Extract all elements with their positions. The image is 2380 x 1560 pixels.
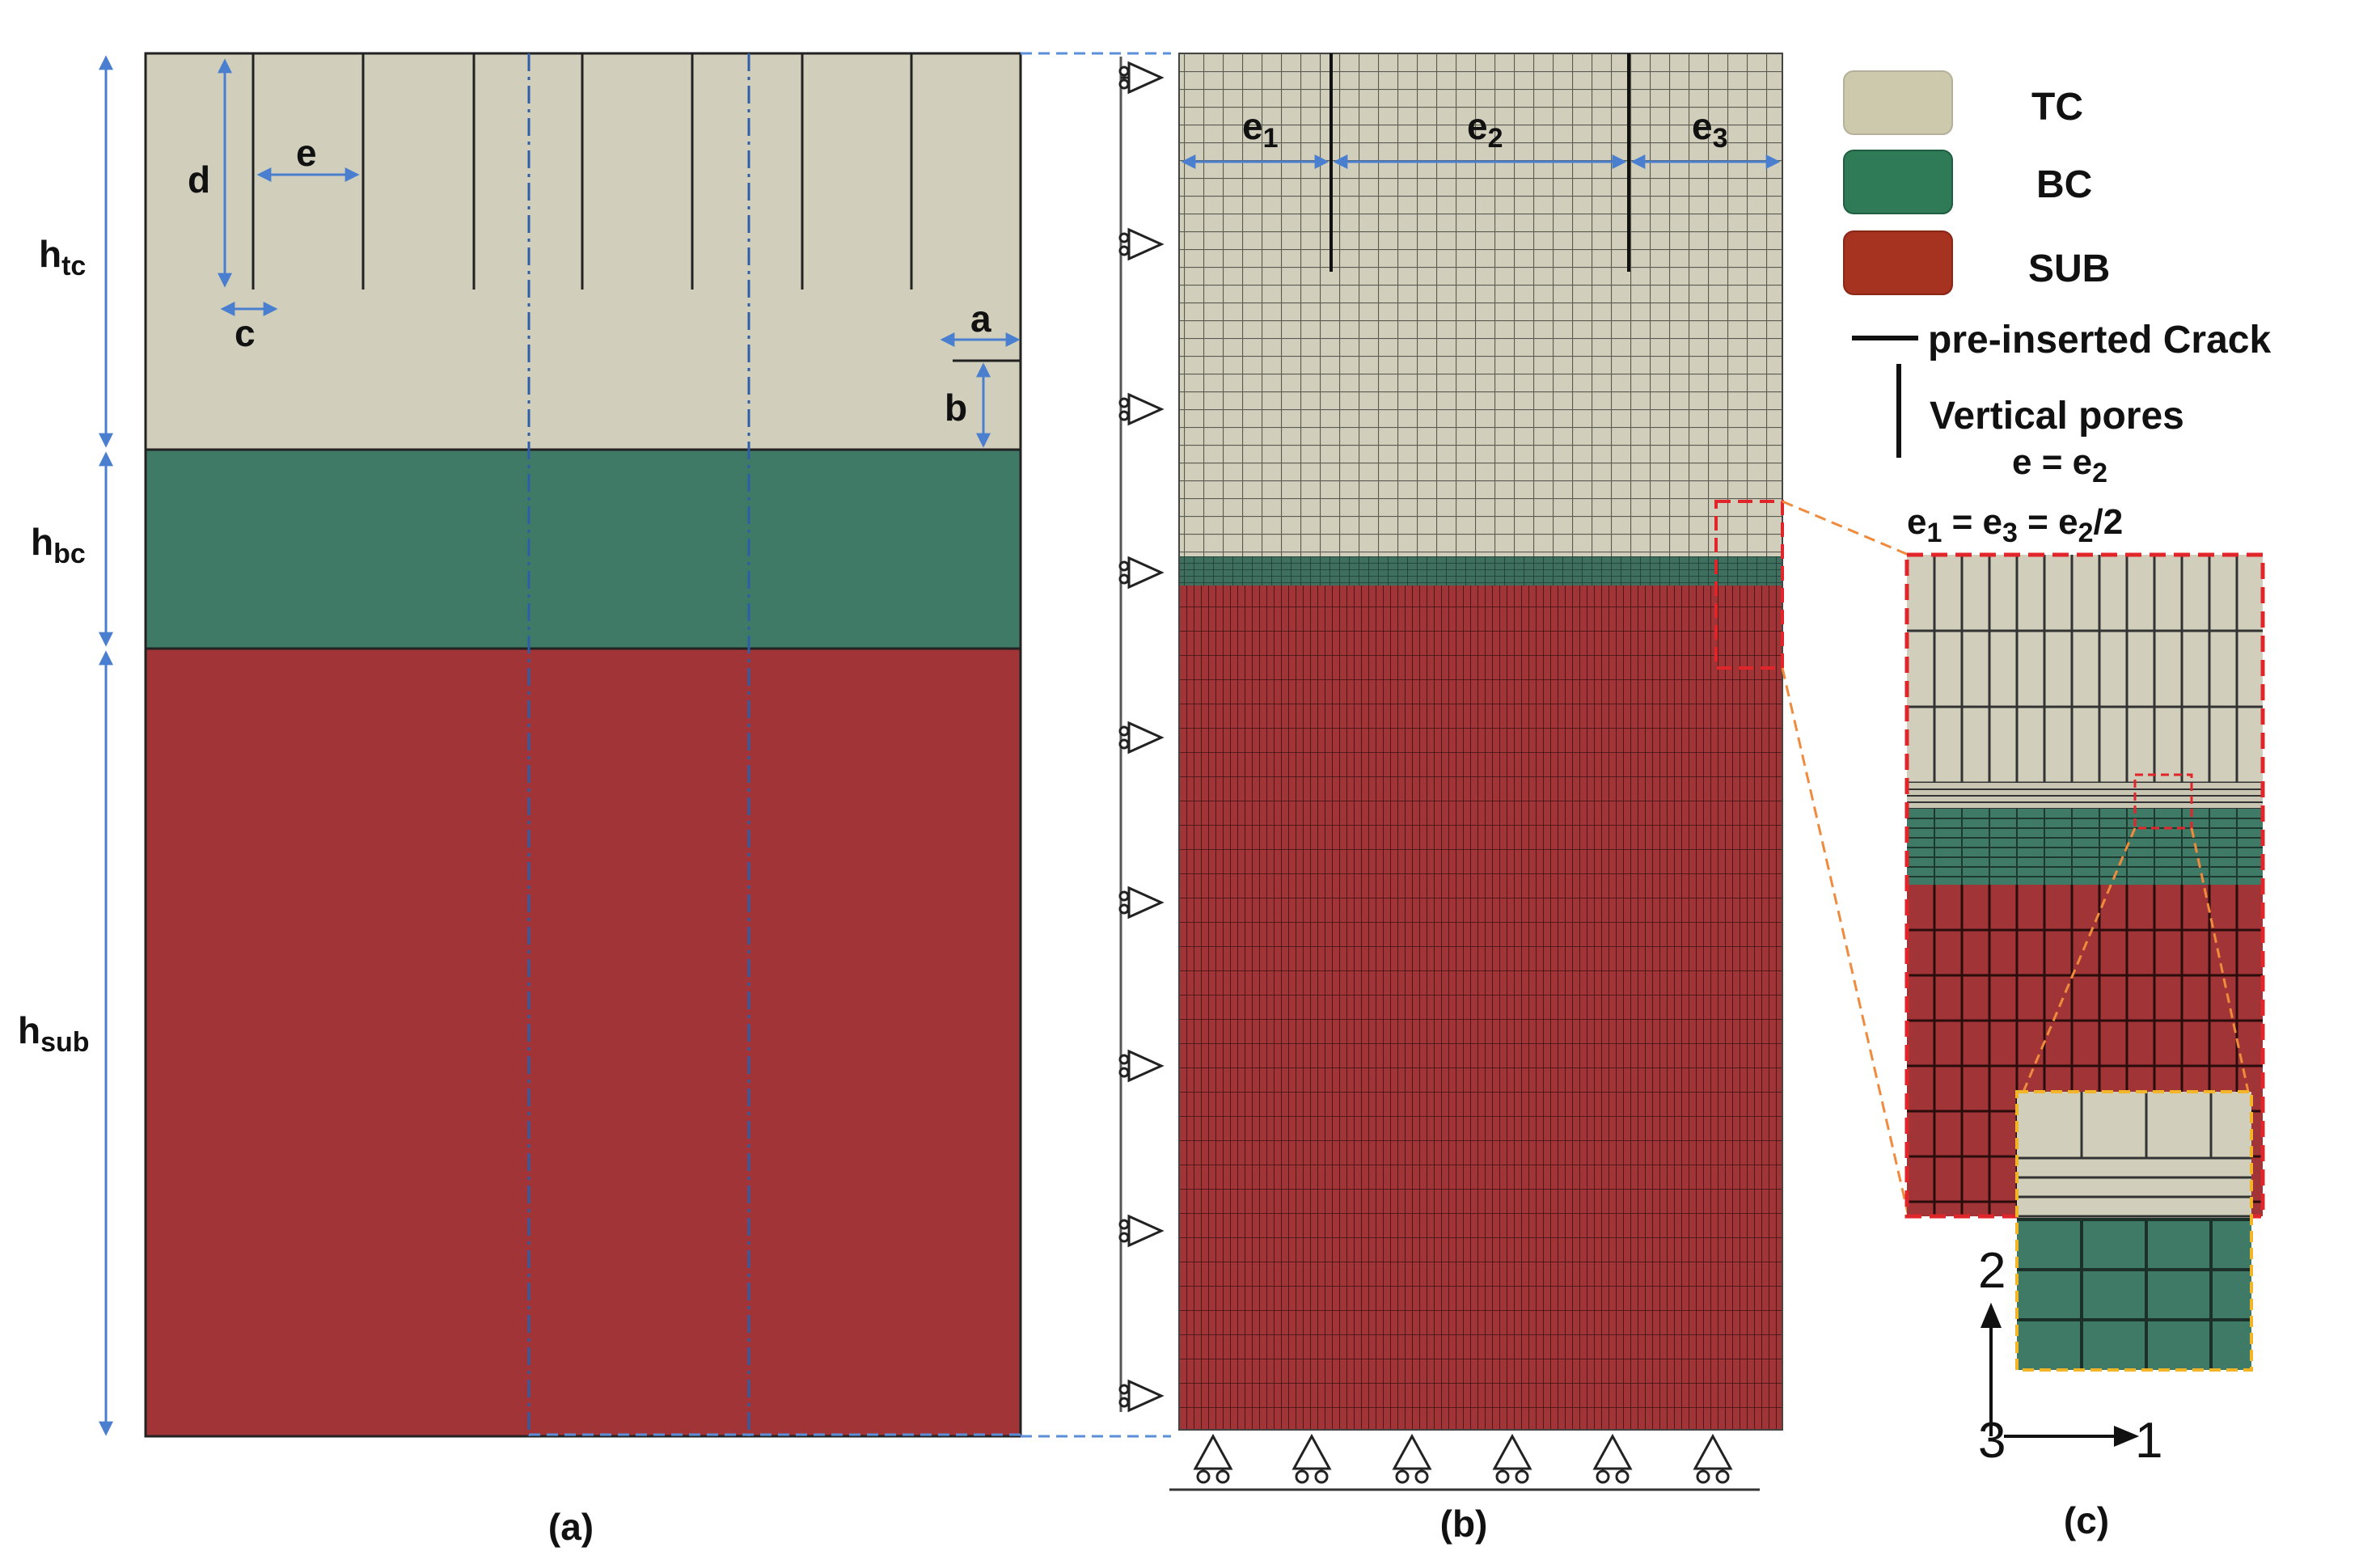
roller-support-icon xyxy=(1118,392,1165,426)
axis-2-label: 2 xyxy=(1978,1243,2006,1299)
a-label: a xyxy=(970,298,991,340)
unit-cell-lines xyxy=(527,53,750,1436)
roller-support-icon xyxy=(1693,1433,1733,1484)
roller-support-icon xyxy=(1193,1433,1233,1484)
bottom-roller-supports xyxy=(1193,1433,1733,1484)
legend-label-bc: BC xyxy=(2036,163,2092,206)
roller-support-icon xyxy=(1392,1433,1432,1484)
inner-zoom-lines xyxy=(2022,827,2250,1093)
mesh-tc xyxy=(1179,53,1782,556)
zoom-tc-cells xyxy=(1907,555,2263,784)
roller-support-icon xyxy=(1118,886,1165,920)
coordinate-axes xyxy=(1981,1302,2140,1447)
roller-support-icon xyxy=(1118,61,1165,95)
e1-label: e1 xyxy=(1242,105,1279,154)
inner-zoom-box xyxy=(2133,773,2193,830)
mesh-outline xyxy=(1178,53,1783,1431)
mesh-bc xyxy=(1179,556,1782,586)
roller-support-icon xyxy=(1118,721,1165,755)
e3-label: e3 xyxy=(1692,105,1728,154)
axis-1-label: 1 xyxy=(2135,1413,2162,1469)
panel-c: 2 3 1 (c) xyxy=(1904,552,2265,1541)
panel-a: htc hbc hsub d e c a b (a) xyxy=(18,52,1022,1548)
bc-layer xyxy=(144,448,1022,650)
roller-support-icon xyxy=(1118,1049,1165,1083)
h-tc-label: htc xyxy=(39,233,86,281)
symmetry-roller-supports xyxy=(1118,61,1165,1413)
e-label: e xyxy=(296,132,317,174)
roller-support-icon xyxy=(1118,556,1165,590)
roller-support-icon xyxy=(1492,1433,1532,1484)
zoom-box-b xyxy=(1714,500,1784,670)
d-label: d xyxy=(188,159,210,201)
substrate-layer xyxy=(144,647,1022,1438)
c-label: c xyxy=(235,312,256,354)
zoom-lines-a-b xyxy=(1021,52,1171,1438)
legend-equation-1: e = e2 xyxy=(2012,442,2107,488)
legend-swatch-sub xyxy=(1843,230,1953,295)
caption-c: (c) xyxy=(2064,1499,2109,1541)
legend-label-tc: TC xyxy=(2031,86,2083,129)
detail-box-outline xyxy=(2015,1090,2253,1372)
legend-pores-label: Vertical pores xyxy=(1930,395,2184,438)
zoom-lines-b-c xyxy=(1781,500,1910,1217)
roller-support-icon xyxy=(1291,1433,1332,1484)
legend-swatch-bc xyxy=(1843,150,1953,214)
legend-crack-label: pre-inserted Crack xyxy=(1928,319,2271,361)
vertical-pores xyxy=(252,53,913,290)
dimension-arrows xyxy=(99,55,1021,1436)
caption-b: (b) xyxy=(1440,1503,1488,1545)
legend-swatch-tc xyxy=(1843,70,1953,135)
detail-box xyxy=(2015,1090,2253,1372)
caption-a: (a) xyxy=(548,1506,594,1548)
zoom-bc-cells xyxy=(1907,809,2263,885)
roller-support-icon xyxy=(1592,1433,1633,1484)
zoom-tc-transition xyxy=(1907,783,2263,810)
mesh-substrate xyxy=(1179,586,1782,1430)
legend-label-sub: SUB xyxy=(2028,247,2110,290)
roller-support-icon xyxy=(1118,1214,1165,1248)
legend: TC BC SUB pre-inserted Crack Vertical po… xyxy=(1843,70,2271,548)
legend-equation-2: e1 = e3 = e2/2 xyxy=(1907,502,2123,548)
roller-support-icon xyxy=(1118,227,1165,261)
roller-support-icon xyxy=(1118,1379,1165,1413)
b-label: b xyxy=(945,387,967,429)
h-bc-label: hbc xyxy=(31,521,86,569)
e2-label: e2 xyxy=(1467,105,1503,154)
panel-b: e1 e2 e3 (b) xyxy=(1118,53,1784,1545)
axis-3-label: 3 xyxy=(1978,1413,2006,1469)
h-sub-label: hsub xyxy=(18,1009,90,1058)
